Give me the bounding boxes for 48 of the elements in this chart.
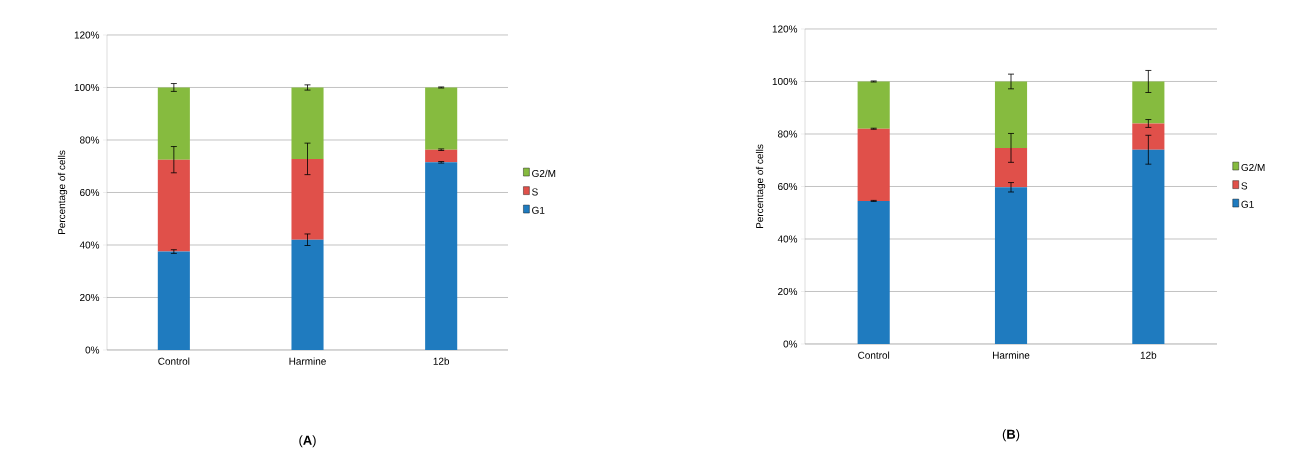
bar	[157, 251, 190, 350]
y-tick-label: 20%	[80, 293, 100, 302]
x-tick-label: Control	[158, 357, 190, 365]
x-tick-label: 12b	[433, 357, 450, 365]
y-tick-label: 20%	[778, 287, 798, 296]
x-tick-label: Harmine	[993, 351, 1030, 359]
bar	[291, 87, 324, 159]
bar	[857, 128, 890, 201]
y-tick-label: 120%	[74, 31, 100, 39]
bar	[157, 159, 190, 252]
y-tick-label: 0%	[85, 346, 100, 354]
bar	[425, 87, 458, 150]
y-axis-title: Percentage of cells	[755, 144, 766, 229]
bar	[157, 87, 190, 160]
bar	[994, 81, 1028, 148]
bar	[1132, 81, 1165, 124]
bar	[425, 162, 458, 350]
legend-label: S	[532, 188, 538, 196]
text: (B)	[1002, 429, 1020, 442]
y-tick-label: 100%	[772, 77, 798, 86]
bar	[291, 239, 324, 350]
y-axis-title: Percentage of cells	[57, 150, 68, 235]
y-tick-label: 0%	[783, 340, 798, 348]
bar	[1132, 149, 1165, 344]
bar	[994, 147, 1028, 188]
y-tick-label: 60%	[80, 188, 100, 197]
y-tick-label: 120%	[772, 25, 798, 33]
x-tick-label: Control	[858, 351, 890, 359]
y-tick-label: 80%	[79, 136, 100, 144]
bar	[291, 158, 324, 240]
y-tick-label: 100%	[74, 83, 100, 92]
y-tick-label: 80%	[777, 130, 798, 138]
x-tick-label: Harmine	[289, 357, 326, 365]
text: (A)	[299, 435, 316, 448]
bar	[425, 149, 458, 163]
bar	[857, 200, 890, 344]
bar	[857, 81, 890, 129]
x-tick-label: 12b	[1140, 351, 1157, 359]
legend-label: G2/M	[532, 169, 556, 178]
legend-label: S	[1241, 182, 1248, 190]
y-tick-label: 60%	[778, 182, 798, 191]
legend-label: G1	[1241, 200, 1254, 208]
bar	[994, 187, 1028, 344]
y-tick-label: 40%	[777, 235, 798, 243]
legend-label: G2/M	[1241, 163, 1265, 172]
legend-label: G1	[532, 206, 545, 214]
bar	[1132, 123, 1165, 150]
y-tick-label: 40%	[79, 241, 100, 249]
